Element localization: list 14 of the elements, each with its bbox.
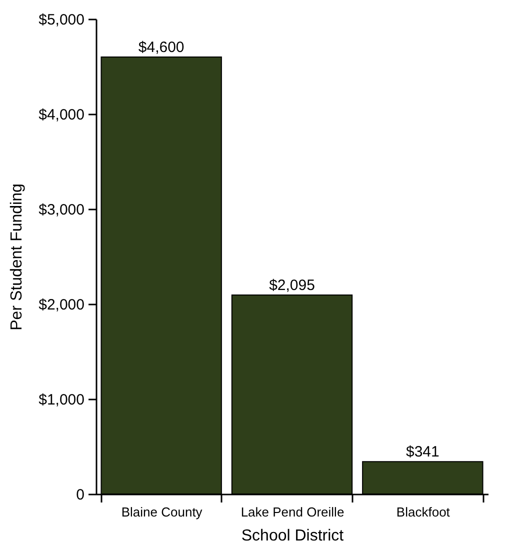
y-axis-title: Per Student Funding	[8, 184, 26, 330]
x-tick-label: Blackfoot	[396, 504, 450, 520]
x-tick-label: Blaine County	[121, 504, 203, 520]
x-axis-title: School District	[241, 528, 344, 544]
data-label: $4,600	[138, 39, 184, 56]
y-tick-label: $5,000	[38, 12, 84, 28]
x-tick-label: Lake Pend Oreille	[240, 504, 344, 520]
y-tick-label: 0	[76, 486, 84, 504]
y-tick-label: $1,000	[38, 392, 84, 408]
y-tick-label: $2,000	[38, 296, 84, 314]
data-label: $2,095	[269, 276, 315, 294]
data-label: $341	[406, 444, 440, 461]
y-tick-label: $3,000	[38, 202, 84, 218]
y-tick-label: $4,000	[38, 106, 84, 124]
